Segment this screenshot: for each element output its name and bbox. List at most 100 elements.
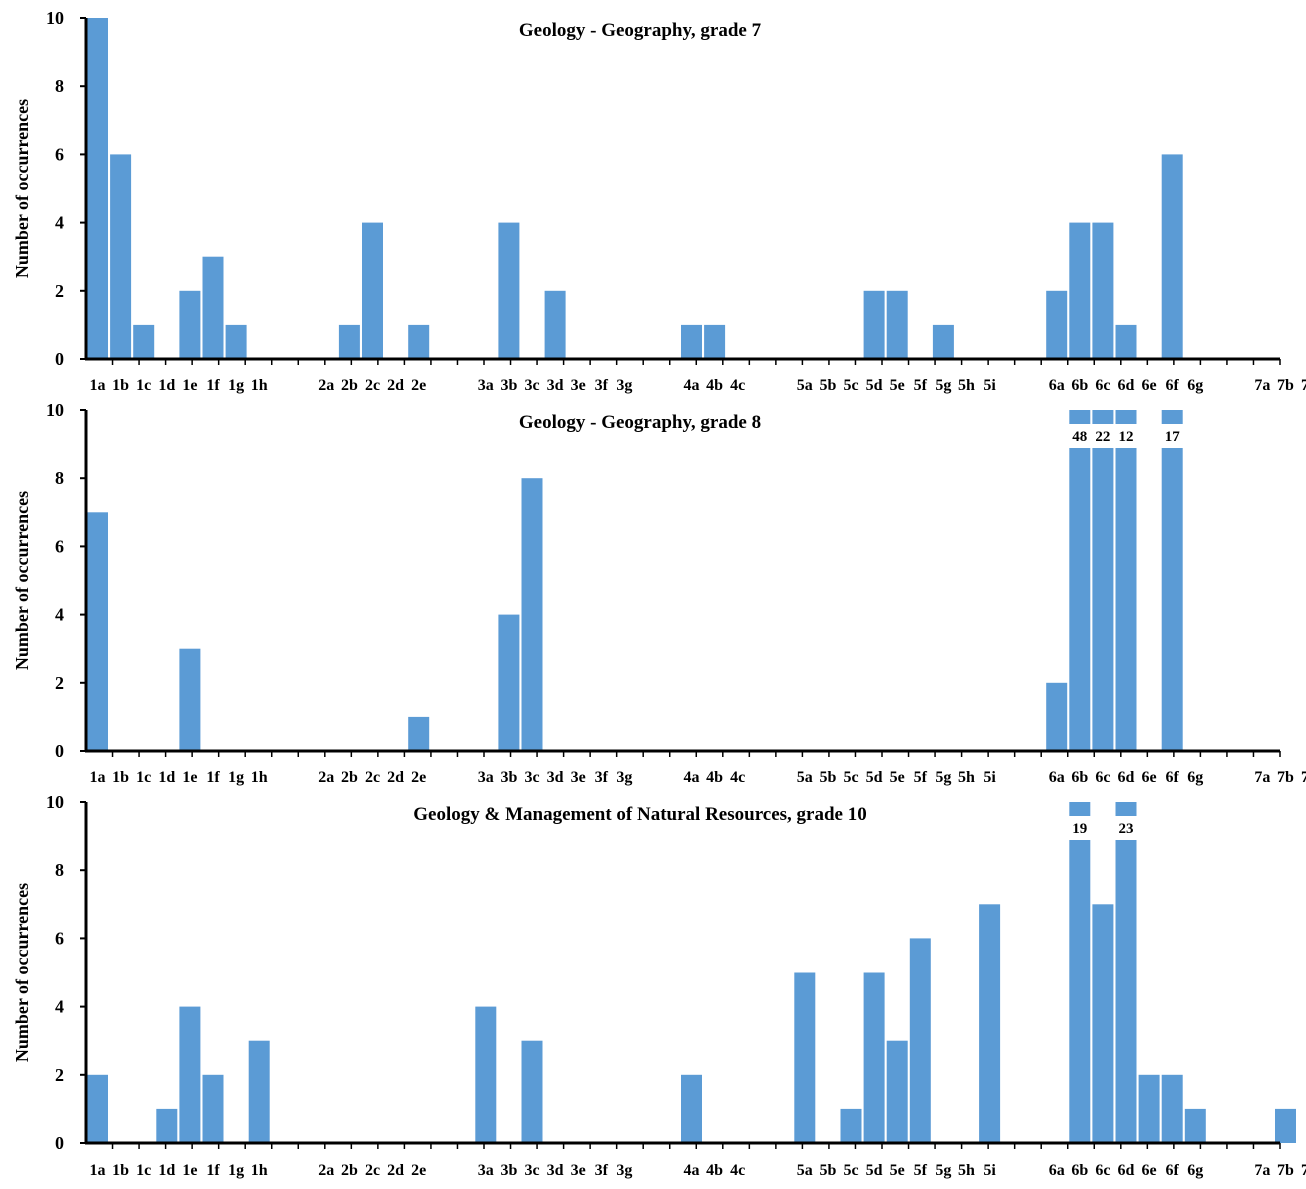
x-tick-label: 7a	[1254, 1162, 1270, 1179]
y-tick-label: 10	[46, 8, 64, 28]
bar-1f	[202, 1074, 224, 1143]
x-tick-label: 2d	[387, 1162, 404, 1179]
x-tick-label: 1b	[112, 1162, 129, 1179]
x-tick-label: 3a	[478, 769, 494, 786]
x-tick-label: 5b	[819, 1162, 836, 1179]
x-tick-label: 5c	[843, 377, 858, 394]
bar-value-label: 17	[1165, 429, 1181, 445]
x-tick-label: 6e	[1142, 769, 1157, 786]
x-tick-label: 5a	[797, 377, 813, 394]
bar-value-label: 48	[1072, 429, 1087, 445]
x-tick-label: 6d	[1118, 1162, 1135, 1179]
x-tick-label: 7b	[1277, 1162, 1294, 1179]
bar-6b	[1069, 802, 1091, 1143]
y-tick-label: 10	[46, 792, 64, 812]
x-tick-label: 3d	[547, 1162, 564, 1179]
bar-6b	[1069, 410, 1091, 751]
chart-panel-2: Number of occurrences Geology - Geography…	[12, 400, 1306, 786]
y-tick-label: 8	[55, 860, 64, 880]
x-tick-label: 6g	[1187, 377, 1203, 394]
bar-6f	[1161, 154, 1183, 359]
x-tick-label: 5d	[866, 769, 883, 786]
x-tick-label: 5i	[983, 769, 996, 786]
bar-1a	[87, 512, 108, 751]
bar-2b	[338, 324, 360, 359]
x-tick-label: 2a	[318, 377, 334, 394]
x-tick-label: 2b	[341, 769, 358, 786]
x-tick-label: 1f	[206, 769, 220, 786]
y-tick-label: 10	[46, 400, 64, 420]
bar-2c	[362, 222, 383, 359]
y-tick-label: 4	[55, 213, 64, 233]
x-tick-label: 1g	[228, 769, 244, 786]
x-tick-label: 2e	[411, 769, 426, 786]
bar-6b	[1069, 222, 1091, 359]
bar-value-label: 19	[1072, 821, 1087, 837]
x-tick-label: 6d	[1118, 769, 1135, 786]
x-tick-label: 1g	[228, 1162, 244, 1179]
x-tick-label: 3f	[595, 377, 609, 394]
x-tick-label: 1f	[206, 377, 220, 394]
bar-5d	[863, 290, 885, 359]
bar-5c	[840, 1108, 862, 1143]
bar-5f	[909, 938, 931, 1143]
x-tick-label: 6a	[1049, 1162, 1065, 1179]
x-tick-label: 6a	[1049, 377, 1065, 394]
bar-6f	[1161, 1074, 1183, 1143]
bar-3b	[498, 222, 520, 359]
bar-1f	[202, 256, 224, 359]
y-tick-label: 4	[55, 997, 64, 1017]
bar-2e	[408, 716, 430, 751]
bar-1e	[179, 290, 201, 359]
x-tick-label: 3g	[616, 769, 632, 786]
x-tick-label: 4c	[730, 769, 745, 786]
x-tick-label: 4a	[684, 769, 700, 786]
x-tick-label: 3c	[524, 1162, 539, 1179]
x-tick-label: 5e	[890, 377, 905, 394]
y-tick-label: 8	[55, 76, 64, 96]
x-tick-label: 5e	[890, 1162, 905, 1179]
x-tick-label: 3e	[571, 769, 586, 786]
x-tick-label: 3e	[571, 377, 586, 394]
bar-1d	[156, 1108, 178, 1143]
x-tick-label: 7b	[1277, 769, 1294, 786]
chart-title: Geology & Management of Natural Resource…	[413, 804, 866, 825]
x-tick-label: 1b	[112, 377, 129, 394]
y-tick-label: 4	[55, 605, 64, 625]
x-tick-label: 6f	[1166, 377, 1180, 394]
x-tick-label: 6e	[1142, 377, 1157, 394]
bar-1e	[179, 1006, 201, 1143]
x-tick-label: 2d	[387, 769, 404, 786]
x-tick-label: 1f	[206, 1162, 220, 1179]
x-tick-label: 1c	[136, 1162, 151, 1179]
bar-5a	[794, 972, 816, 1143]
bar-1a	[87, 1074, 108, 1143]
x-tick-label: 4c	[730, 1162, 745, 1179]
x-tick-label: 2c	[365, 1162, 380, 1179]
bar-break	[1114, 816, 1138, 840]
x-tick-label: 1a	[90, 769, 106, 786]
bar-5i	[979, 904, 1001, 1143]
x-tick-label: 6f	[1166, 1162, 1180, 1179]
bar-4b	[704, 324, 726, 359]
x-tick-label: 2c	[365, 377, 380, 394]
bar-6c	[1092, 904, 1114, 1143]
x-tick-label: 2d	[387, 377, 404, 394]
y-tick-label: 8	[55, 468, 64, 488]
x-tick-label: 5e	[890, 769, 905, 786]
x-tick-label: 1g	[228, 377, 244, 394]
bar-3a	[475, 1006, 497, 1143]
x-tick-label: 4b	[706, 1162, 723, 1179]
bar-6a	[1046, 682, 1068, 751]
y-tick-label: 2	[55, 673, 64, 693]
x-tick-label: 3f	[595, 1162, 609, 1179]
bar-5d	[863, 972, 885, 1143]
x-tick-label: 5d	[866, 1162, 883, 1179]
bar-6d	[1115, 324, 1137, 359]
bar-3c	[521, 478, 543, 751]
x-tick-label: 6c	[1095, 1162, 1110, 1179]
bar-6c	[1092, 222, 1114, 359]
x-tick-label: 1e	[182, 1162, 197, 1179]
x-tick-label: 4b	[706, 377, 723, 394]
